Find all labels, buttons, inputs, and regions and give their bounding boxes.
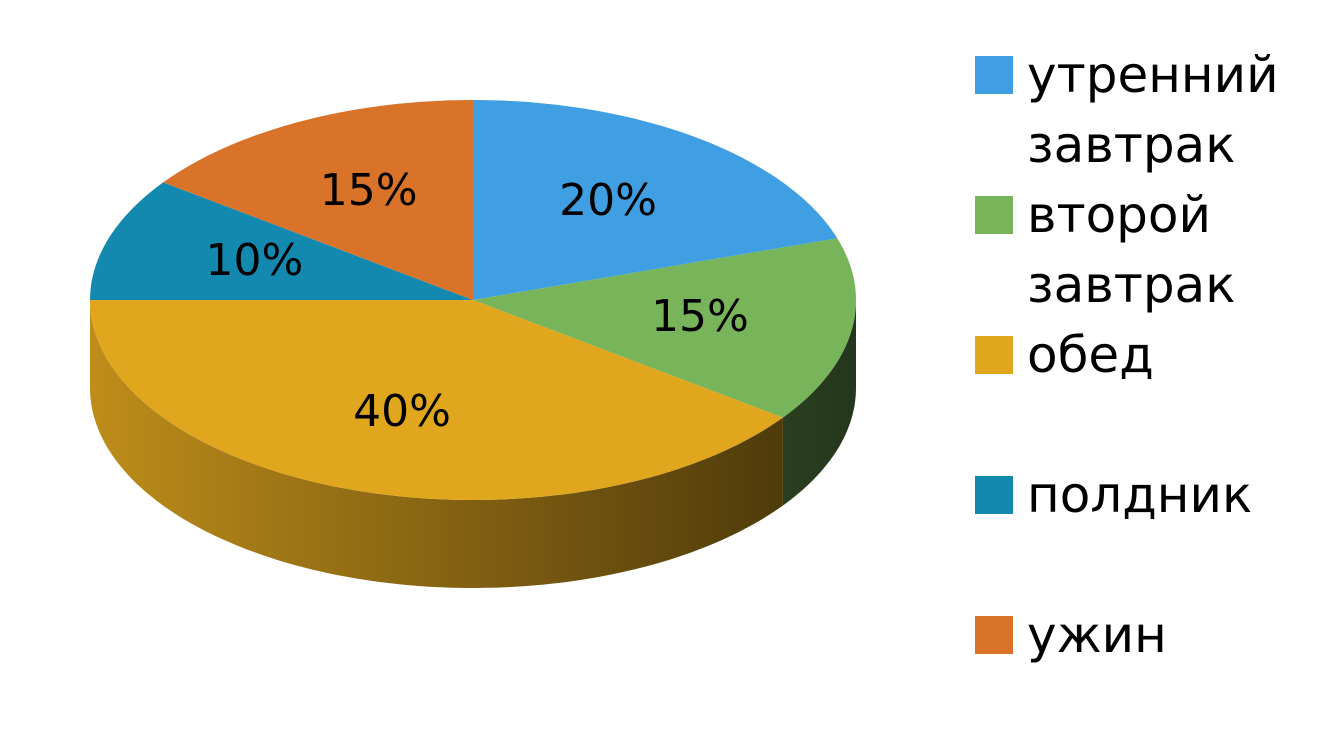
data-label: 15% — [651, 291, 749, 342]
data-label: 40% — [353, 386, 451, 437]
legend-swatch — [975, 336, 1013, 374]
legend-swatch — [975, 476, 1013, 514]
data-label: 15% — [320, 165, 418, 216]
legend-item: второй завтрак — [975, 180, 1325, 320]
legend-item: полдник — [975, 460, 1325, 600]
pie-plot: 20% 15% 40% 10% 15% — [90, 100, 856, 588]
slice — [90, 300, 783, 500]
legend-swatch — [975, 196, 1013, 234]
slice — [473, 100, 838, 300]
legend-label: ужин — [1027, 606, 1167, 664]
data-label: 20% — [559, 175, 657, 226]
slice — [163, 100, 473, 300]
legend-label: полдник — [1027, 466, 1253, 524]
legend-label: обед — [1027, 326, 1154, 384]
legend: утренний завтрак второй завтрак обед полдни… — [975, 40, 1325, 740]
slice-side — [782, 300, 856, 506]
legend-item: обед — [975, 320, 1325, 460]
legend-label: второй завтрак — [1027, 186, 1236, 314]
legend-item: утренний завтрак — [975, 40, 1325, 180]
slice-side — [90, 300, 783, 588]
legend-swatch — [975, 616, 1013, 654]
data-label: 10% — [206, 235, 304, 286]
slice — [473, 238, 856, 418]
legend-label: утренний завтрак — [1027, 46, 1279, 174]
legend-swatch — [975, 56, 1013, 94]
legend-item: ужин — [975, 600, 1325, 740]
slice — [90, 182, 473, 300]
